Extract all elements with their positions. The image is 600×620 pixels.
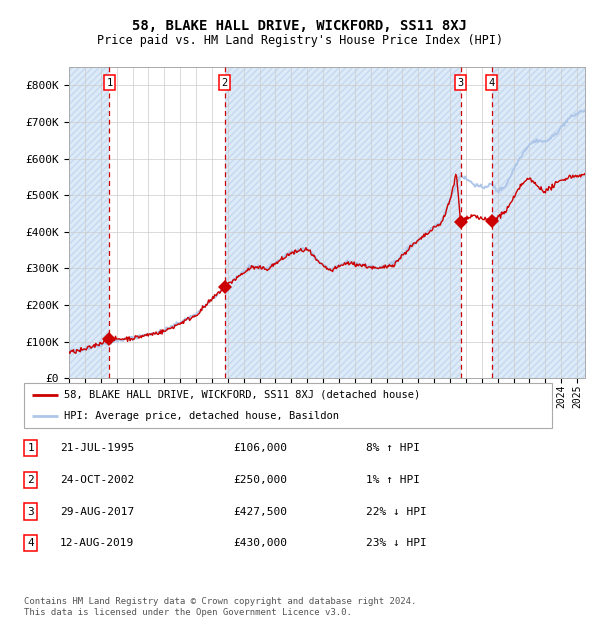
Text: 24-OCT-2002: 24-OCT-2002 [60, 475, 134, 485]
Text: 1: 1 [106, 78, 113, 88]
Text: 21-JUL-1995: 21-JUL-1995 [60, 443, 134, 453]
Text: 58, BLAKE HALL DRIVE, WICKFORD, SS11 8XJ (detached house): 58, BLAKE HALL DRIVE, WICKFORD, SS11 8XJ… [64, 390, 420, 400]
Text: 4: 4 [488, 78, 495, 88]
Text: 8% ↑ HPI: 8% ↑ HPI [366, 443, 420, 453]
Text: Price paid vs. HM Land Registry's House Price Index (HPI): Price paid vs. HM Land Registry's House … [97, 34, 503, 47]
Text: 23% ↓ HPI: 23% ↓ HPI [366, 538, 427, 548]
Text: Contains HM Land Registry data © Crown copyright and database right 2024.
This d: Contains HM Land Registry data © Crown c… [24, 598, 416, 617]
Bar [461, 67, 491, 378]
Bar [491, 67, 585, 378]
Text: £427,500: £427,500 [234, 507, 288, 516]
Text: 2: 2 [27, 475, 34, 485]
Text: 58, BLAKE HALL DRIVE, WICKFORD, SS11 8XJ: 58, BLAKE HALL DRIVE, WICKFORD, SS11 8XJ [133, 19, 467, 33]
Bar [491, 67, 585, 378]
Text: 3: 3 [457, 78, 464, 88]
Text: HPI: Average price, detached house, Basildon: HPI: Average price, detached house, Basi… [64, 411, 338, 421]
Text: 3: 3 [27, 507, 34, 516]
Text: 29-AUG-2017: 29-AUG-2017 [60, 507, 134, 516]
Text: 4: 4 [27, 538, 34, 548]
FancyBboxPatch shape [24, 383, 552, 428]
Bar [225, 67, 461, 378]
Bar [69, 67, 109, 378]
Bar [109, 67, 225, 378]
Bar [69, 67, 109, 378]
Text: £430,000: £430,000 [234, 538, 288, 548]
Text: 2: 2 [221, 78, 228, 88]
Text: £250,000: £250,000 [234, 475, 288, 485]
Text: 1: 1 [27, 443, 34, 453]
Text: 1% ↑ HPI: 1% ↑ HPI [366, 475, 420, 485]
Text: £106,000: £106,000 [234, 443, 288, 453]
Bar [225, 67, 461, 378]
Text: 22% ↓ HPI: 22% ↓ HPI [366, 507, 427, 516]
Text: 12-AUG-2019: 12-AUG-2019 [60, 538, 134, 548]
